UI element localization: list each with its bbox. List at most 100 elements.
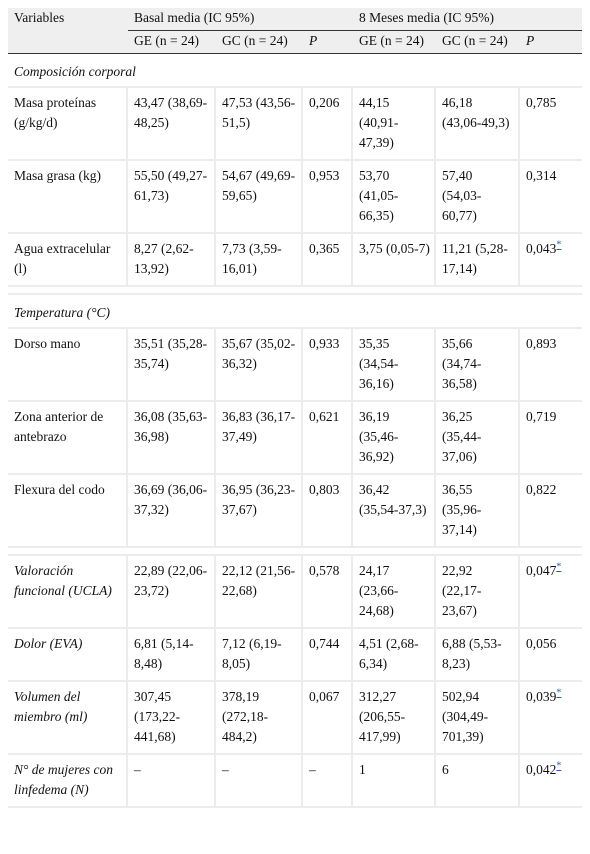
cell: 44,15 (40,91-47,39) — [353, 88, 437, 161]
cell: 53,70 (41,05-66,35) — [353, 161, 437, 234]
cell: 307,45 (173,22-441,68) — [128, 682, 216, 755]
cell: 0,578 — [303, 556, 354, 629]
header-cell: 8 Meses media (IC 95%) — [353, 8, 583, 31]
footnote-marker: * — [556, 239, 562, 251]
row-label: Masa proteínas (g/kg/d) — [8, 88, 128, 161]
cell: 55,50 (49,27-61,73) — [128, 161, 216, 234]
cell: 36,19 (35,46-36,92) — [353, 402, 437, 475]
cell: 0,047* — [520, 556, 583, 629]
cell: 0,621 — [303, 402, 354, 475]
results-table: Variables Basal media (IC 95%) 8 Meses m… — [8, 8, 583, 808]
cell: – — [128, 755, 216, 808]
row-label: Valoración funcional (UCLA) — [8, 556, 128, 629]
footnote-marker: * — [556, 760, 562, 772]
cell: – — [216, 755, 303, 808]
row-label: Volumen del miembro (ml) — [8, 682, 128, 755]
cell: 35,51 (35,28-35,74) — [128, 329, 216, 402]
cell: 35,66 (34,74-36,58) — [436, 329, 521, 402]
data-row: Dolor (EVA) 6,81 (5,14-8,48) 7,12 (6,19-8,… — [8, 629, 583, 682]
cell: 36,69 (36,06-37,32) — [128, 475, 216, 548]
row-label: Dolor (EVA) — [8, 629, 128, 682]
cell-value: 0,039 — [526, 689, 557, 704]
cell: 36,42 (35,54-37,3) — [353, 475, 437, 548]
spacer-row — [8, 287, 583, 295]
header-cell: P — [303, 31, 354, 54]
cell: 57,40 (54,03-60,77) — [436, 161, 521, 234]
cell: 378,19 (272,18-484,2) — [216, 682, 303, 755]
cell: 0,785 — [520, 88, 583, 161]
spacer-cell — [8, 287, 583, 295]
cell: 36,95 (36,23-37,67) — [216, 475, 303, 548]
cell: 7,12 (6,19-8,05) — [216, 629, 303, 682]
cell: 312,27 (206,55-417,99) — [353, 682, 437, 755]
footnote-marker: * — [556, 687, 562, 699]
cell: 0,056 — [520, 629, 583, 682]
header-row: GE (n = 24) GC (n = 24) P GE (n = 24) GC… — [8, 31, 583, 54]
cell: 6 — [436, 755, 521, 808]
cell: 36,83 (36,17-37,49) — [216, 402, 303, 475]
cell: 46,18 (43,06-49,3) — [436, 88, 521, 161]
cell-value: 0,042 — [526, 762, 557, 777]
header-cell: Variables — [8, 8, 128, 54]
cell: 0,039* — [520, 682, 583, 755]
header-cell: GC (n = 24) — [436, 31, 521, 54]
data-row: Zona anterior de antebrazo 36,08 (35,63-3… — [8, 402, 583, 475]
cell: 43,47 (38,69-48,25) — [128, 88, 216, 161]
header-cell: GE (n = 24) — [128, 31, 216, 54]
cell: 0,719 — [520, 402, 583, 475]
cell: 0,067 — [303, 682, 354, 755]
cell: 0,893 — [520, 329, 583, 402]
cell: 0,822 — [520, 475, 583, 548]
cell-value: 0,043 — [526, 241, 557, 256]
data-row: Masa grasa (kg) 55,50 (49,27-61,73) 54,67 … — [8, 161, 583, 234]
row-label: N° de mujeres con linfedema (N) — [8, 755, 128, 808]
cell: 0,803 — [303, 475, 354, 548]
section-title: Temperatura (°C) — [8, 295, 583, 329]
section-row: Composición corporal — [8, 54, 583, 88]
data-row: Volumen del miembro (ml) 307,45 (173,22-4… — [8, 682, 583, 755]
cell: 11,21 (5,28-17,14) — [436, 234, 521, 287]
cell: 0,953 — [303, 161, 354, 234]
cell: 0,206 — [303, 88, 354, 161]
cell: 36,08 (35,63-36,98) — [128, 402, 216, 475]
data-row: N° de mujeres con linfedema (N) – – –1 6 0,04… — [8, 755, 583, 808]
cell: 22,89 (22,06-23,72) — [128, 556, 216, 629]
section-row: Temperatura (°C) — [8, 295, 583, 329]
spacer-cell — [8, 548, 583, 556]
footnote-marker: * — [556, 561, 562, 573]
cell: 8,27 (2,62-13,92) — [128, 234, 216, 287]
cell: – — [303, 755, 354, 808]
cell: 22,92 (22,17-23,67) — [436, 556, 521, 629]
cell: 36,25 (35,44-37,06) — [436, 402, 521, 475]
cell: 35,35 (34,54-36,16) — [353, 329, 437, 402]
table-body: Composición corporal Masa proteínas (g/kg… — [8, 54, 583, 808]
header-row: Variables Basal media (IC 95%) 8 Meses m… — [8, 8, 583, 54]
cell: 1 — [353, 755, 437, 808]
header-cell: GC (n = 24) — [216, 31, 303, 54]
cell: 0,043* — [520, 234, 583, 287]
cell: 0,744 — [303, 629, 354, 682]
cell: 47,53 (43,56-51,5) — [216, 88, 303, 161]
cell: 35,67 (35,02-36,32) — [216, 329, 303, 402]
cell: 54,67 (49,69-59,65) — [216, 161, 303, 234]
data-row: Agua extracelular (l) 8,27 (2,62-13,92) 7,… — [8, 234, 583, 287]
cell: 7,73 (3,59-16,01) — [216, 234, 303, 287]
data-row: Flexura del codo 36,69 (36,06-37,32) 36,95… — [8, 475, 583, 548]
row-label: Flexura del codo — [8, 475, 128, 548]
header-cell: GE (n = 24) — [353, 31, 437, 54]
cell: 6,81 (5,14-8,48) — [128, 629, 216, 682]
table-header: Variables Basal media (IC 95%) 8 Meses m… — [8, 8, 583, 54]
data-row: Masa proteínas (g/kg/d) 43,47 (38,69-48,2… — [8, 88, 583, 161]
cell: 4,51 (2,68-6,34) — [353, 629, 437, 682]
cell: 6,88 (5,53-8,23) — [436, 629, 521, 682]
cell: 502,94 (304,49-701,39) — [436, 682, 521, 755]
cell: 0,042* — [520, 755, 583, 808]
header-cell: Basal media (IC 95%) — [128, 8, 354, 31]
row-label: Masa grasa (kg) — [8, 161, 128, 234]
section-title: Composición corporal — [8, 54, 583, 88]
spacer-row — [8, 548, 583, 556]
cell-value: 0,047 — [526, 563, 557, 578]
cell: 3,75 (0,05-7) — [353, 234, 437, 287]
cell: 24,17 (23,66-24,68) — [353, 556, 437, 629]
